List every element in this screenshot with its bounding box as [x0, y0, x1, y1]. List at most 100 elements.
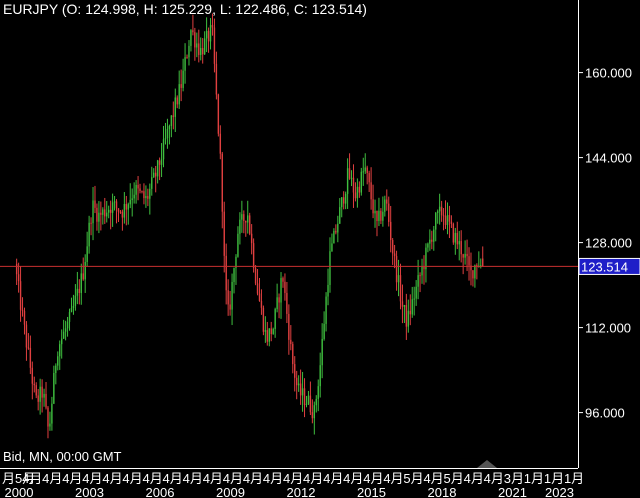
candle-body: [113, 201, 116, 203]
candle-body: [188, 45, 190, 58]
candle-body: [391, 240, 394, 254]
candles: [15, 13, 484, 439]
candle-body: [151, 177, 153, 189]
x-year-label: 2021: [498, 485, 527, 498]
candle-body: [62, 331, 65, 339]
x-month-label: 4月: [22, 471, 42, 486]
x-month-label: 4月: [122, 471, 142, 486]
candle-body: [466, 253, 468, 257]
candle-body: [145, 196, 147, 199]
candle-body: [274, 309, 276, 329]
candle-body: [243, 214, 245, 221]
candle-body: [45, 393, 47, 408]
candle-body: [374, 210, 376, 214]
candle-body: [403, 305, 406, 307]
y-tick-label: 160.000: [585, 66, 632, 81]
candle-body: [252, 243, 255, 269]
candle-body: [397, 275, 400, 283]
candle-body: [311, 412, 314, 419]
candle-body: [288, 313, 290, 340]
scroll-to-end-icon[interactable]: [477, 460, 497, 468]
candle-body: [438, 206, 441, 212]
candle-body: [184, 57, 186, 71]
candle-body: [342, 197, 345, 204]
candle-body: [444, 216, 447, 225]
candle-body: [164, 138, 167, 140]
candle-body: [121, 211, 124, 218]
candle-body: [117, 208, 120, 212]
candle-body: [115, 201, 118, 209]
candle-body: [358, 186, 361, 193]
y-tick-label: 96.000: [585, 406, 625, 421]
candle-body: [96, 207, 98, 222]
candle-body: [350, 177, 353, 179]
candle-body: [380, 210, 382, 221]
candle-body: [370, 182, 372, 200]
candle-body: [86, 246, 88, 262]
candle-body: [290, 339, 292, 345]
candle-body: [395, 255, 398, 283]
x-month-label: 1月: [524, 471, 544, 486]
candle-body: [215, 63, 218, 95]
candle-body: [431, 239, 433, 242]
x-month-label: 5月: [403, 471, 423, 486]
candle-body: [47, 407, 49, 427]
x-month-label: 4月: [183, 471, 203, 486]
candle-body: [100, 212, 102, 215]
candle-body: [446, 215, 449, 225]
x-year-label: 2018: [428, 485, 457, 498]
candle-body: [19, 281, 22, 310]
x-month-label: 5月: [444, 471, 464, 486]
candle-body: [472, 270, 474, 279]
y-axis-ticks: 96.000 112.000 128.000 144.000 160.000: [578, 66, 632, 421]
candle-body: [250, 233, 253, 244]
x-month-label: 4月: [223, 471, 243, 486]
candle-body: [303, 388, 306, 406]
candle-body: [425, 247, 427, 270]
candle-body: [68, 312, 71, 322]
candle-body: [166, 128, 169, 139]
candle-body: [344, 193, 347, 204]
candle-body: [372, 199, 374, 214]
candle-body: [284, 281, 286, 293]
candle-body: [329, 251, 331, 285]
candle-body: [393, 253, 396, 256]
candle-body: [203, 38, 206, 55]
candle-body: [94, 200, 96, 208]
candle-body: [51, 403, 53, 424]
candle-body: [186, 57, 188, 59]
candle-body: [231, 281, 233, 310]
candle-body: [41, 386, 43, 398]
candle-body: [225, 255, 227, 291]
candle-body: [221, 153, 223, 212]
candle-body: [25, 324, 28, 348]
candle-body: [70, 308, 73, 313]
candle-body: [482, 258, 484, 267]
candle-body: [213, 27, 216, 64]
candle-body: [335, 230, 337, 233]
candle-body: [454, 232, 457, 243]
candle-body: [427, 243, 429, 248]
candle-body: [364, 167, 366, 172]
x-month-label: 1月: [564, 471, 584, 486]
candle-body: [382, 211, 384, 221]
candle-body: [315, 398, 317, 406]
x-month-label: 4月: [343, 471, 363, 486]
candle-body: [235, 256, 237, 269]
candle-body: [297, 383, 300, 386]
candle-body: [37, 395, 39, 402]
x-month-label: 4月: [303, 471, 323, 486]
candle-body: [201, 48, 204, 55]
candle-body: [462, 254, 464, 258]
candle-body: [82, 273, 84, 280]
candle-body: [448, 215, 451, 222]
candle-body: [339, 207, 341, 224]
candle-body: [247, 215, 249, 223]
y-tick-label: 112.000: [585, 321, 631, 336]
candle-body: [190, 30, 192, 46]
candle-body: [200, 48, 202, 55]
x-month-label: 1月: [544, 471, 564, 486]
candle-body: [356, 186, 359, 199]
candle-body: [149, 188, 151, 199]
